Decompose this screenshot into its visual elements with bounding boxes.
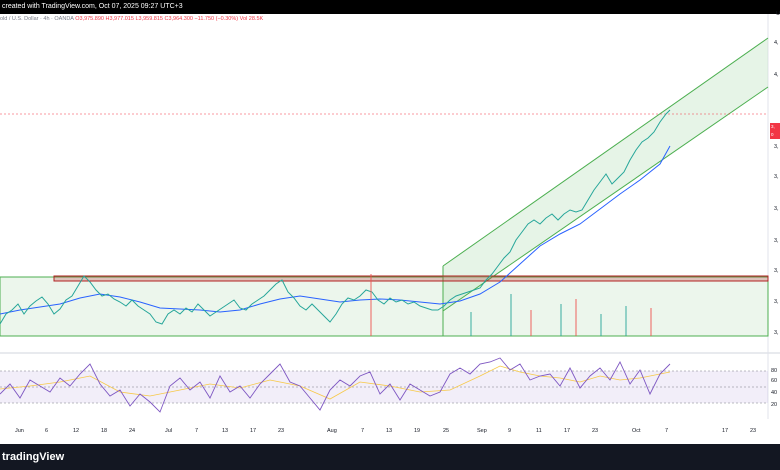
time-label-0: Jun (15, 428, 24, 434)
time-label-12: 13 (386, 428, 393, 434)
time-label-13: 19 (414, 428, 421, 434)
price-label-6: 3, (774, 268, 779, 274)
volume-value: Vol 28.5K (239, 16, 264, 22)
price-label-1: 4, (774, 72, 779, 78)
time-label-11: 7 (361, 428, 365, 434)
price-label-2: 3, (774, 144, 779, 150)
price-label-5: 3, (774, 238, 779, 244)
range-box (0, 276, 769, 337)
time-label-7: 13 (222, 428, 229, 434)
channel-upper-line (442, 37, 769, 267)
time-label-16: 9 (508, 428, 512, 434)
price-label-3: 3, (774, 174, 779, 180)
time-label-21: 7 (665, 428, 669, 434)
currency-label: U (776, 11, 780, 17)
rsi-label-60: 60 (771, 378, 778, 384)
branding-bar: tradingView (0, 444, 780, 470)
time-label-2: 12 (73, 428, 80, 434)
time-label-22: 17 (722, 428, 729, 434)
price-label-7: 3, (774, 299, 779, 305)
symbol-label: old / U.S. Dollar · 4h · OANDA (0, 16, 74, 22)
price-tag-line1: 3, (771, 124, 775, 129)
time-label-3: 18 (101, 428, 108, 434)
chart-svg (0, 14, 780, 419)
resistance-band (53, 275, 769, 282)
price-series-line (0, 109, 671, 325)
logo-text: tradingView (2, 451, 65, 463)
price-label-0: 4, (774, 40, 779, 46)
rsi-label-80: 80 (771, 368, 778, 374)
channel-lower-line (442, 86, 769, 312)
rsi-signal-line (0, 365, 671, 400)
price-tag-line2: 0 (771, 132, 774, 137)
time-label-17: 11 (536, 428, 542, 434)
tradingview-logo: tradingView (2, 448, 64, 466)
time-label-1: 6 (45, 428, 49, 434)
volume-bars (370, 274, 652, 336)
time-label-18: 17 (564, 428, 571, 434)
legend: old / U.S. Dollar · 4h · OANDA O3,975.89… (0, 16, 263, 26)
rsi-label-20: 20 (771, 402, 778, 408)
time-label-20: Oct (632, 428, 641, 434)
time-label-19: 23 (592, 428, 599, 434)
price-label-4: 3, (774, 206, 779, 212)
moving-average-line (0, 145, 671, 315)
time-label-10: Aug (327, 428, 337, 434)
chart-area[interactable]: old / U.S. Dollar · 4h · OANDA O3,975.89… (0, 11, 780, 444)
ohlc-values: O3,975.890 H3,977.015 L3,959.815 C3,964.… (75, 16, 239, 22)
rsi-line (0, 357, 671, 413)
time-label-8: 17 (250, 428, 257, 434)
time-label-6: 7 (195, 428, 199, 434)
chart-header: created with TradingView.com, Oct 07, 20… (0, 0, 780, 14)
time-label-4: 24 (129, 428, 136, 434)
time-label-15: Sep (477, 428, 487, 434)
time-label-23: 23 (750, 428, 757, 434)
time-label-14: 25 (443, 428, 450, 434)
time-label-5: Jul (165, 428, 173, 434)
current-price-tag: 3, 0 (770, 123, 780, 139)
header-text: created with TradingView.com, Oct 07, 20… (2, 3, 183, 10)
rsi-label-40: 40 (771, 390, 778, 396)
time-label-9: 23 (278, 428, 285, 434)
price-label-8: 3, (774, 330, 779, 336)
